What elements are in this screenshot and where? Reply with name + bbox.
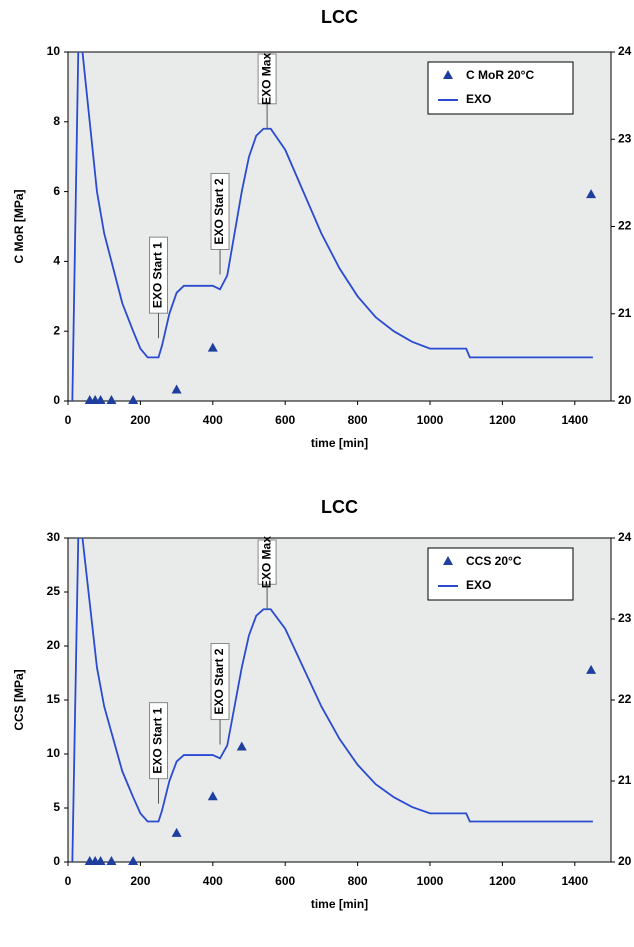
x-tick-label: 1400 [561,874,588,888]
x-tick-label: 1200 [489,413,516,427]
x-axis-label: time [min] [311,436,368,450]
y2-tick-label: 20 [618,393,632,407]
y-tick-label: 10 [47,44,61,58]
triangle-marker [171,827,182,837]
y-tick-label: 15 [47,692,61,706]
triangle-marker [95,395,106,404]
y-tick-label: 6 [53,184,60,198]
annotation-text: EXO Start 2 [212,178,226,244]
legend-label: CCS 20°C [466,554,522,568]
legend-box [427,547,574,601]
y2-tick-label: 20 [618,854,632,868]
y-axis-label: CCS [MPa] [12,669,26,730]
x-tick-label: 800 [348,874,368,888]
chart-title: LCC [321,497,358,517]
y2-tick-label: 21 [618,306,632,320]
x-tick-label: 0 [65,413,72,427]
y-tick-label: 25 [47,584,61,598]
y-tick-label: 8 [53,114,60,128]
triangle-marker [128,395,139,404]
y-tick-label: 0 [53,393,60,407]
triangle-marker [207,342,218,352]
plot-clip [71,538,593,862]
y-tick-label: 30 [47,530,61,544]
chart-title: LCC [321,7,358,27]
y2-tick-label: 24 [618,530,632,544]
triangle-marker [106,856,117,865]
exo-line [71,52,593,401]
plot-clip [71,52,593,401]
x-tick-label: 400 [203,874,223,888]
y2-tick-label: 23 [618,611,632,625]
x-tick-label: 1400 [561,413,588,427]
x-axis-label: time [min] [311,897,368,911]
legend-marker [443,556,453,565]
x-tick-label: 1000 [417,413,444,427]
triangle-marker [236,741,247,751]
annotation-text: EXO Start 1 [151,707,165,773]
y2-tick-label: 24 [618,44,632,58]
legend-label: EXO [466,92,491,106]
y-tick-label: 20 [47,638,61,652]
y-axis-label: C MoR [MPa] [12,190,26,264]
triangle-marker [171,384,182,394]
annotation-text: EXO Max [259,53,273,105]
x-tick-label: 200 [130,874,150,888]
x-tick-label: 1000 [417,874,444,888]
annotation-text: EXO Max [259,536,273,588]
legend-label: C MoR 20°C [466,68,534,82]
x-tick-label: 200 [130,413,150,427]
annotation-text: EXO Start 1 [151,242,165,308]
annotation-text: EXO Start 2 [212,648,226,714]
triangle-marker [207,791,218,801]
x-tick-label: 800 [348,413,368,427]
x-tick-label: 400 [203,413,223,427]
y-tick-label: 0 [53,854,60,868]
exo-line [71,538,593,862]
y2-tick-label: 21 [618,773,632,787]
y-tick-label: 4 [53,254,60,268]
y2-tick-label: 22 [618,692,632,706]
triangle-marker [586,664,597,674]
y-tick-label: 5 [53,800,60,814]
legend-box [427,61,574,115]
x-tick-label: 600 [275,413,295,427]
legend-label: EXO [466,578,491,592]
triangle-marker [586,189,597,199]
legend-marker [443,70,453,79]
triangle-marker [106,395,117,404]
y-tick-label: 2 [53,323,60,337]
y2-tick-label: 23 [618,131,632,145]
y2-tick-label: 22 [618,219,632,233]
x-tick-label: 1200 [489,874,516,888]
triangle-marker [95,856,106,865]
y-tick-label: 10 [47,746,61,760]
triangle-marker [128,856,139,865]
x-tick-label: 600 [275,874,295,888]
x-tick-label: 0 [65,874,72,888]
